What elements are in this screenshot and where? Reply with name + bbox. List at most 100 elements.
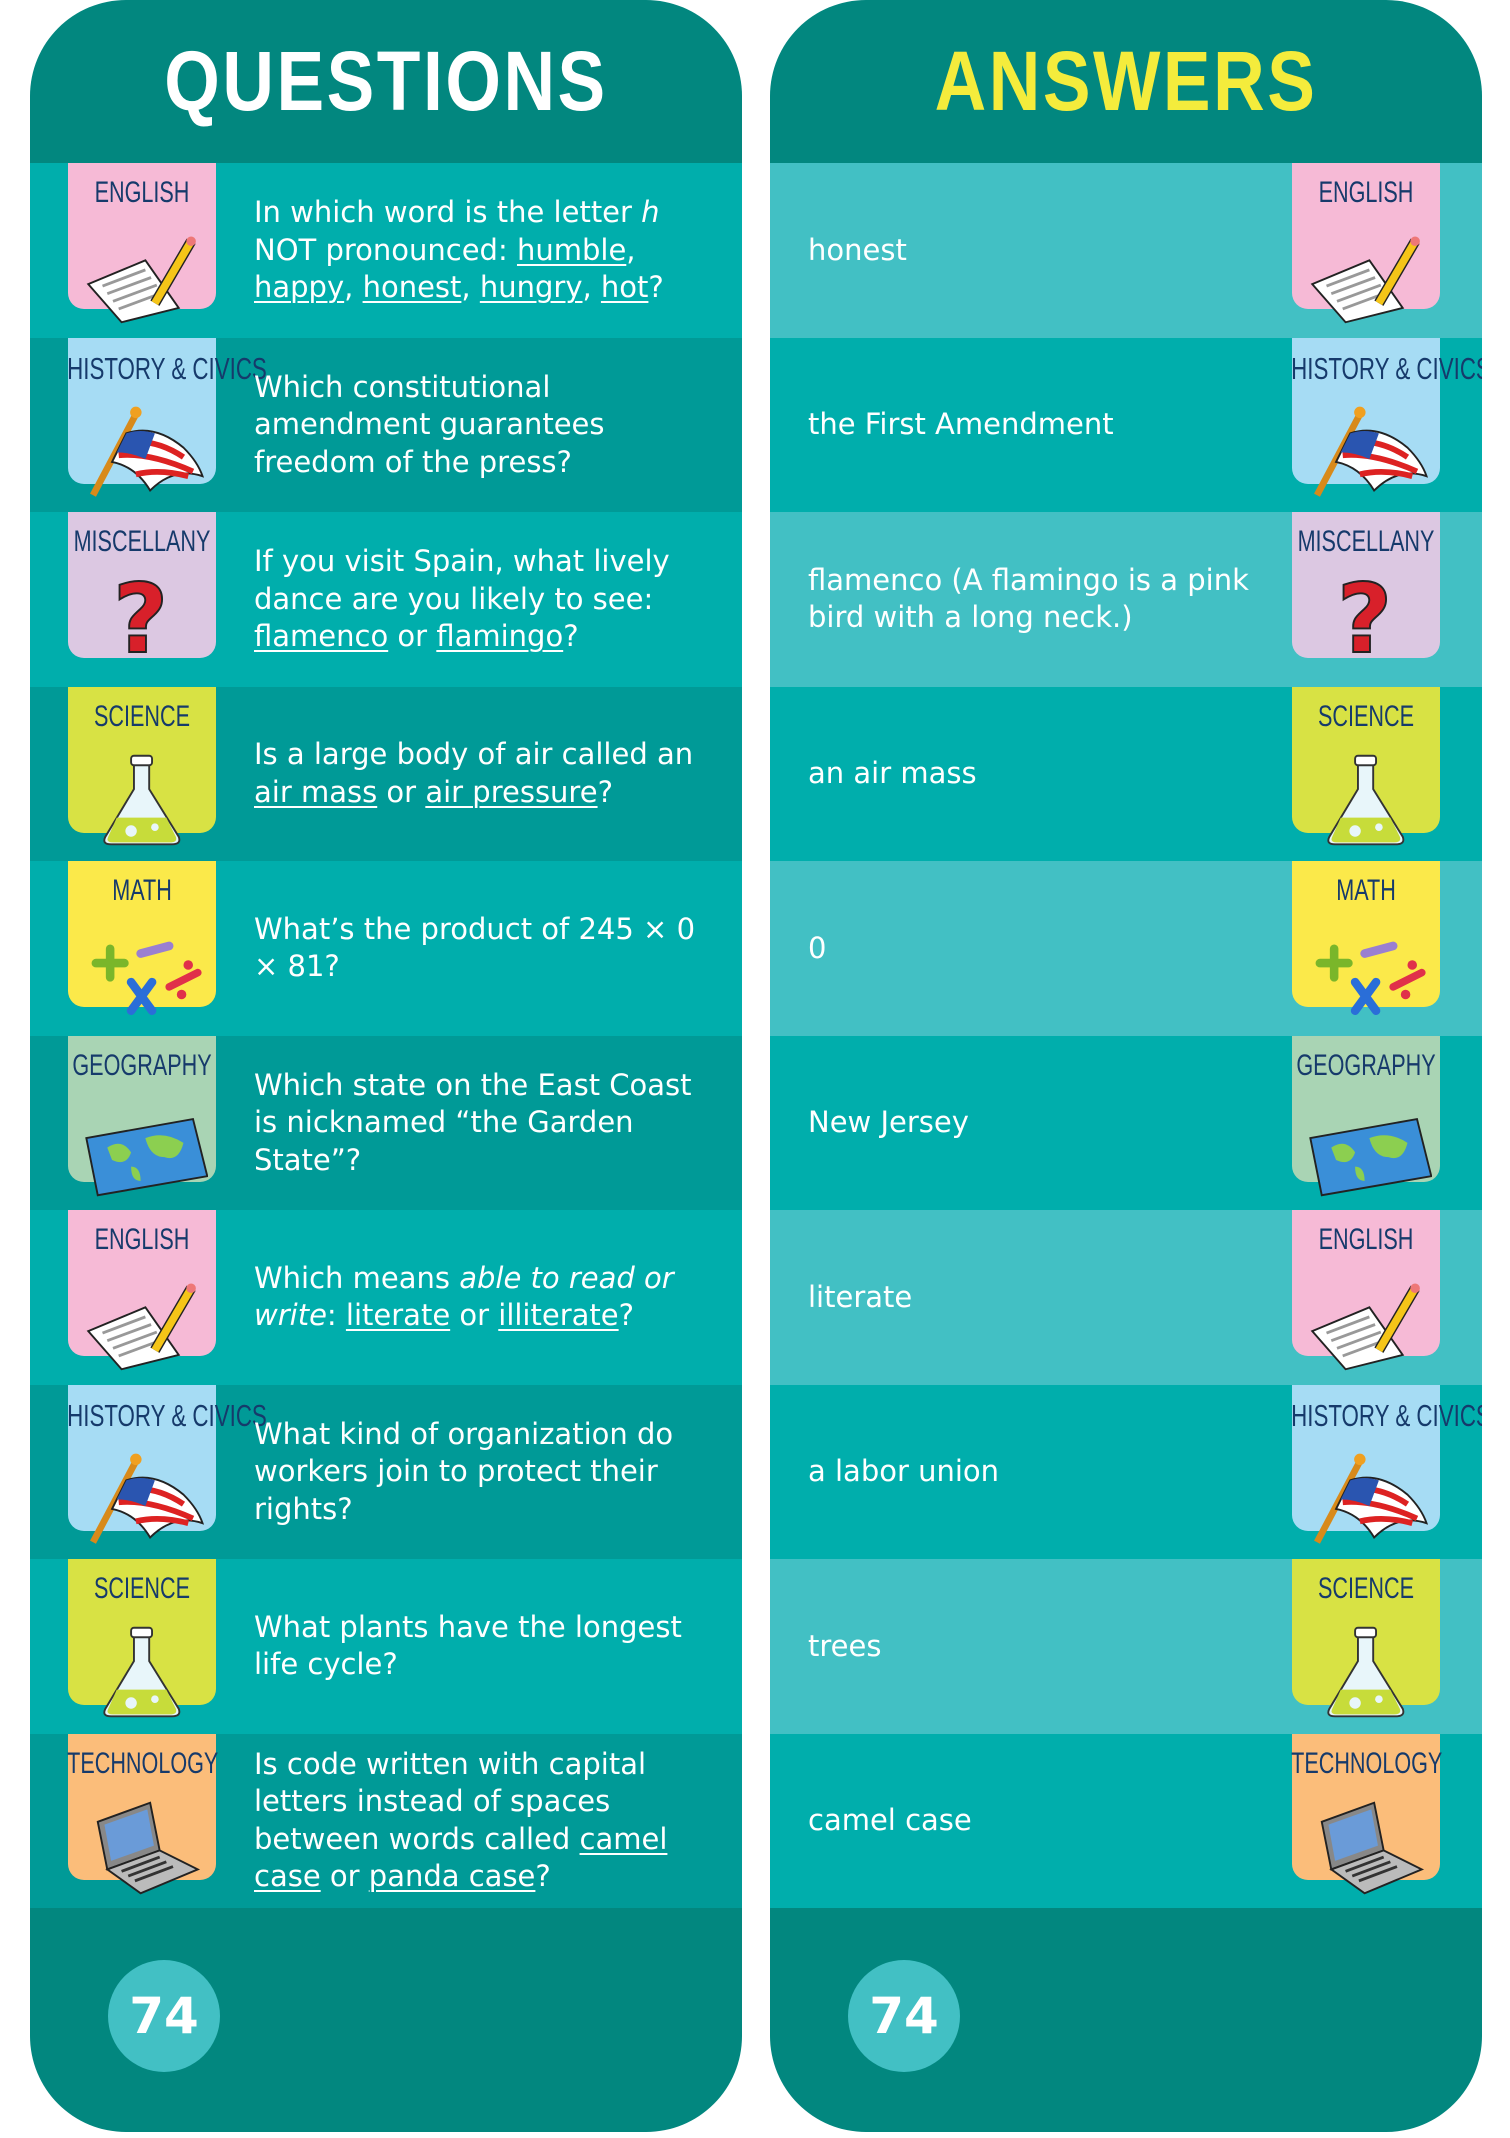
answer-option: honest bbox=[362, 270, 462, 304]
question-text: Which means able to read or write: liter… bbox=[254, 1260, 702, 1335]
answer-row: 0 MATH bbox=[770, 861, 1482, 1036]
category-tile: ENGLISH bbox=[68, 1210, 216, 1371]
answer-option: literate bbox=[345, 1298, 451, 1333]
answer-row: trees SCIENCE bbox=[770, 1559, 1482, 1734]
answer-row: flamenco (A flamingo is a pink bird with… bbox=[770, 512, 1482, 687]
question-text: Is a large body of air called an air mas… bbox=[254, 736, 702, 811]
answer-text: an air mass bbox=[808, 756, 977, 790]
paper-pencil-icon bbox=[86, 236, 196, 324]
question-mark-icon: ? bbox=[1336, 576, 1393, 676]
answers-footer: 74 bbox=[770, 1908, 1482, 2132]
question-fragment: Is code written with capital letters ins… bbox=[254, 1746, 647, 1856]
question-fragment: What plants have the longest life cycle? bbox=[254, 1609, 682, 1682]
question-fragment: able to read or write bbox=[254, 1260, 674, 1333]
category-tile: TECHNOLOGY bbox=[1291, 1733, 1442, 1894]
answer-text: trees bbox=[808, 1628, 882, 1663]
questions-card: QUESTIONS ENGLISH In which word is the le… bbox=[30, 0, 742, 2132]
category-label: MATH bbox=[112, 874, 172, 907]
question-fragment: or bbox=[388, 619, 437, 653]
math-symbols-icon bbox=[1315, 941, 1426, 1015]
paper-pencil-icon bbox=[1310, 1283, 1420, 1371]
question-fragment: In which word is the letter bbox=[254, 195, 642, 229]
category-label: SCIENCE bbox=[93, 1572, 191, 1605]
answer-row: a labor union HISTORY & CIVICS bbox=[770, 1384, 1482, 1559]
question-fragment: : bbox=[326, 1298, 346, 1333]
questions-list: ENGLISH In which word is the letter h NOT… bbox=[30, 163, 742, 1908]
page-number-badge: 74 bbox=[848, 1960, 960, 2072]
svg-text:?: ? bbox=[113, 576, 168, 675]
category-label: SCIENCE bbox=[1317, 1572, 1415, 1605]
category-label: ENGLISH bbox=[94, 1223, 190, 1256]
question-row: MATH What’s the product of 245 × 0 × 81? bbox=[30, 861, 742, 1036]
category-label: MISCELLANY bbox=[1297, 525, 1435, 558]
question-row: SCIENCE What plants have the longest life… bbox=[30, 1559, 742, 1734]
question-text: Is code written with capital letters ins… bbox=[254, 1746, 702, 1896]
question-fragment: or bbox=[320, 1859, 369, 1894]
category-tile: HISTORY & CIVICS bbox=[1291, 1384, 1482, 1544]
category-label: SCIENCE bbox=[93, 699, 191, 733]
answers-list: honest ENGLISH the First Amendment HISTORY … bbox=[770, 163, 1482, 1908]
question-text: Which state on the East Coast is nicknam… bbox=[254, 1067, 702, 1180]
answer-text: New Jersey bbox=[808, 1105, 969, 1139]
question-fragment: , bbox=[461, 270, 480, 304]
category-label: GEOGRAPHY bbox=[1296, 1048, 1436, 1082]
question-fragment: , bbox=[582, 270, 601, 304]
question-row: ENGLISH In which word is the letter h NOT… bbox=[30, 163, 742, 338]
question-fragment: What kind of organization do workers joi… bbox=[254, 1416, 674, 1526]
question-fragment: If you visit Spain, what lively dance ar… bbox=[254, 544, 670, 616]
category-label: ENGLISH bbox=[1318, 1223, 1414, 1256]
answer-text: flamenco (A flamingo is a pink bird with… bbox=[808, 562, 1249, 635]
laptop-icon bbox=[96, 1800, 201, 1894]
category-label: HISTORY & CIVICS bbox=[67, 350, 267, 386]
category-tile: SCIENCE bbox=[1292, 686, 1440, 845]
world-map-icon bbox=[1309, 1117, 1432, 1196]
category-tile: ENGLISH bbox=[68, 163, 216, 324]
answer-option: camel case bbox=[254, 1821, 668, 1894]
category-tile: SCIENCE bbox=[1292, 1559, 1440, 1718]
answer-row: honest ENGLISH bbox=[770, 163, 1482, 338]
question-row: MISCELLANY? If you visit Spain, what live… bbox=[30, 512, 742, 687]
category-tile: MISCELLANY? bbox=[1292, 512, 1440, 676]
category-label: MISCELLANY bbox=[73, 525, 211, 558]
answer-row: an air mass SCIENCE bbox=[770, 686, 1482, 861]
question-fragment: ? bbox=[648, 270, 664, 304]
page-number-badge: 74 bbox=[108, 1960, 220, 2072]
flask-icon bbox=[103, 754, 181, 845]
question-row: GEOGRAPHY Which state on the East Coast i… bbox=[30, 1035, 742, 1210]
category-label: HISTORY & CIVICS bbox=[1291, 350, 1482, 386]
question-fragment: Is a large body of air called an bbox=[254, 737, 694, 772]
question-fragment: Which means bbox=[254, 1260, 460, 1295]
us-flag-icon bbox=[90, 1453, 205, 1544]
answer-text: camel case bbox=[808, 1803, 972, 1837]
category-tile: HISTORY & CIVICS bbox=[67, 1384, 267, 1544]
flask-icon bbox=[103, 1626, 181, 1718]
category-label: MATH bbox=[1336, 874, 1396, 907]
answer-row: camel case TECHNOLOGY bbox=[770, 1733, 1482, 1908]
answer-row: New Jersey GEOGRAPHY bbox=[770, 1035, 1482, 1210]
us-flag-icon bbox=[1314, 406, 1429, 497]
category-tile: SCIENCE bbox=[68, 686, 216, 845]
answer-text: a labor union bbox=[808, 1454, 1000, 1488]
answer-option: panda case bbox=[368, 1859, 536, 1894]
answer-text: 0 bbox=[808, 930, 827, 965]
answers-card: ANSWERS honest ENGLISH the First Amendment… bbox=[770, 0, 1482, 2132]
category-tile: TECHNOLOGY bbox=[67, 1733, 218, 1894]
question-fragment: h bbox=[641, 195, 660, 229]
questions-footer: 74 bbox=[30, 1908, 742, 2132]
category-label: HISTORY & CIVICS bbox=[1291, 1397, 1482, 1433]
answer-option: hungry bbox=[479, 270, 583, 304]
paper-pencil-icon bbox=[86, 1283, 196, 1371]
category-label: GEOGRAPHY bbox=[72, 1048, 212, 1082]
question-text: What plants have the longest life cycle? bbox=[254, 1609, 702, 1684]
question-row: TECHNOLOGY Is code written with capital l… bbox=[30, 1733, 742, 1908]
answer-option: flamingo bbox=[436, 619, 564, 653]
laptop-icon bbox=[1320, 1800, 1425, 1894]
question-fragment: , bbox=[626, 232, 636, 267]
category-tile: MATH bbox=[68, 861, 216, 1015]
question-text: What’s the product of 245 × 0 × 81? bbox=[254, 911, 702, 986]
category-tile: MISCELLANY? bbox=[68, 512, 216, 676]
question-text: If you visit Spain, what lively dance ar… bbox=[254, 543, 702, 656]
question-text: In which word is the letter h NOT pronou… bbox=[254, 194, 702, 307]
category-tile: GEOGRAPHY bbox=[1292, 1035, 1440, 1196]
flask-icon bbox=[1327, 1626, 1405, 1718]
